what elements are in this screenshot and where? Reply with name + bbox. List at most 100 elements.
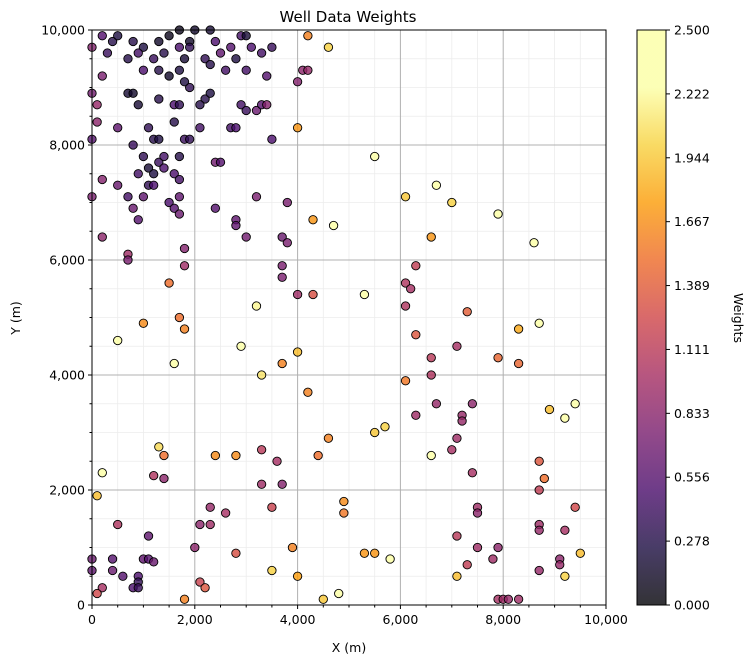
data-point (102, 48, 113, 58)
data-point (97, 71, 107, 81)
data-point (133, 100, 143, 110)
y-tick-label: 0 (77, 598, 85, 613)
data-point (143, 163, 154, 173)
data-point (400, 376, 411, 386)
data-point (159, 151, 169, 162)
data-point (154, 157, 164, 167)
data-point (303, 65, 313, 75)
colorbar-gradient (637, 30, 666, 605)
data-point (308, 289, 318, 300)
data-point (452, 571, 462, 581)
data-point (164, 197, 174, 208)
data-point (251, 192, 262, 202)
data-point (169, 169, 179, 179)
data-point (555, 560, 565, 570)
data-point (195, 123, 205, 133)
data-point (570, 502, 580, 512)
data-point (190, 542, 200, 553)
data-point (493, 542, 503, 553)
y-axis-label: Y (m) (8, 301, 23, 336)
x-tick-label: 8,000 (485, 612, 521, 627)
data-point (539, 473, 549, 484)
data-point (154, 94, 164, 104)
data-point (303, 31, 313, 41)
data-point (133, 48, 143, 58)
colorbar-tick-label: 2.500 (674, 23, 710, 38)
data-point (231, 220, 241, 231)
data-point (138, 192, 149, 202)
x-tick-label: 2,000 (177, 612, 213, 627)
data-point (318, 594, 328, 604)
data-point (174, 209, 185, 219)
data-point (205, 519, 215, 530)
data-point (174, 100, 185, 110)
data-point (138, 65, 149, 75)
data-point (113, 123, 123, 133)
data-point (570, 399, 580, 409)
data-point (292, 123, 303, 133)
data-point (107, 554, 118, 564)
data-point (149, 180, 159, 190)
colorbar-tick-label: 1.667 (674, 214, 710, 229)
data-point (169, 358, 179, 369)
data-point (215, 48, 226, 58)
x-axis: 0 2,000 4,000 6,000 8,000 10,000 (88, 605, 628, 627)
data-points (87, 25, 585, 604)
data-point (292, 347, 303, 357)
data-point (544, 404, 555, 415)
data-point (128, 140, 138, 150)
data-point (220, 508, 231, 518)
data-point (195, 577, 205, 587)
data-point (560, 525, 570, 535)
data-point (195, 100, 205, 110)
data-point (154, 36, 164, 47)
data-point (292, 571, 303, 581)
data-point (205, 502, 215, 512)
data-point (179, 243, 190, 254)
data-point (267, 502, 277, 512)
data-point (128, 36, 138, 47)
data-point (149, 54, 159, 64)
x-tick-label: 10,000 (584, 612, 628, 627)
data-point (164, 71, 174, 81)
data-point (179, 324, 190, 334)
data-point (164, 278, 174, 288)
data-point (92, 100, 102, 110)
data-point (400, 278, 411, 288)
data-point (493, 353, 503, 363)
data-point (92, 588, 102, 599)
data-point (575, 548, 585, 558)
data-point (154, 134, 164, 144)
data-point (513, 324, 524, 334)
data-point (205, 59, 215, 70)
data-point (138, 151, 149, 162)
data-point (513, 358, 524, 369)
data-point (210, 203, 221, 213)
data-point (215, 157, 226, 167)
data-point (513, 594, 524, 604)
data-point (488, 554, 498, 564)
data-point (282, 238, 292, 248)
data-point (97, 31, 107, 41)
data-point (236, 100, 246, 110)
data-point (138, 318, 149, 328)
data-point (113, 519, 123, 530)
data-point (174, 192, 185, 202)
data-point (411, 261, 421, 271)
data-point (359, 289, 370, 300)
chart-title: Well Data Weights (280, 8, 417, 26)
data-point (256, 370, 267, 380)
data-point (159, 163, 169, 173)
data-point (534, 456, 544, 466)
data-point (179, 54, 190, 64)
data-point (262, 100, 272, 110)
data-point (241, 31, 251, 41)
data-point (246, 42, 256, 52)
data-point (92, 117, 102, 127)
data-point (143, 123, 154, 133)
data-point (462, 560, 472, 570)
data-point (149, 470, 159, 481)
data-point (185, 82, 195, 93)
data-point (431, 399, 442, 409)
data-point (267, 565, 277, 576)
